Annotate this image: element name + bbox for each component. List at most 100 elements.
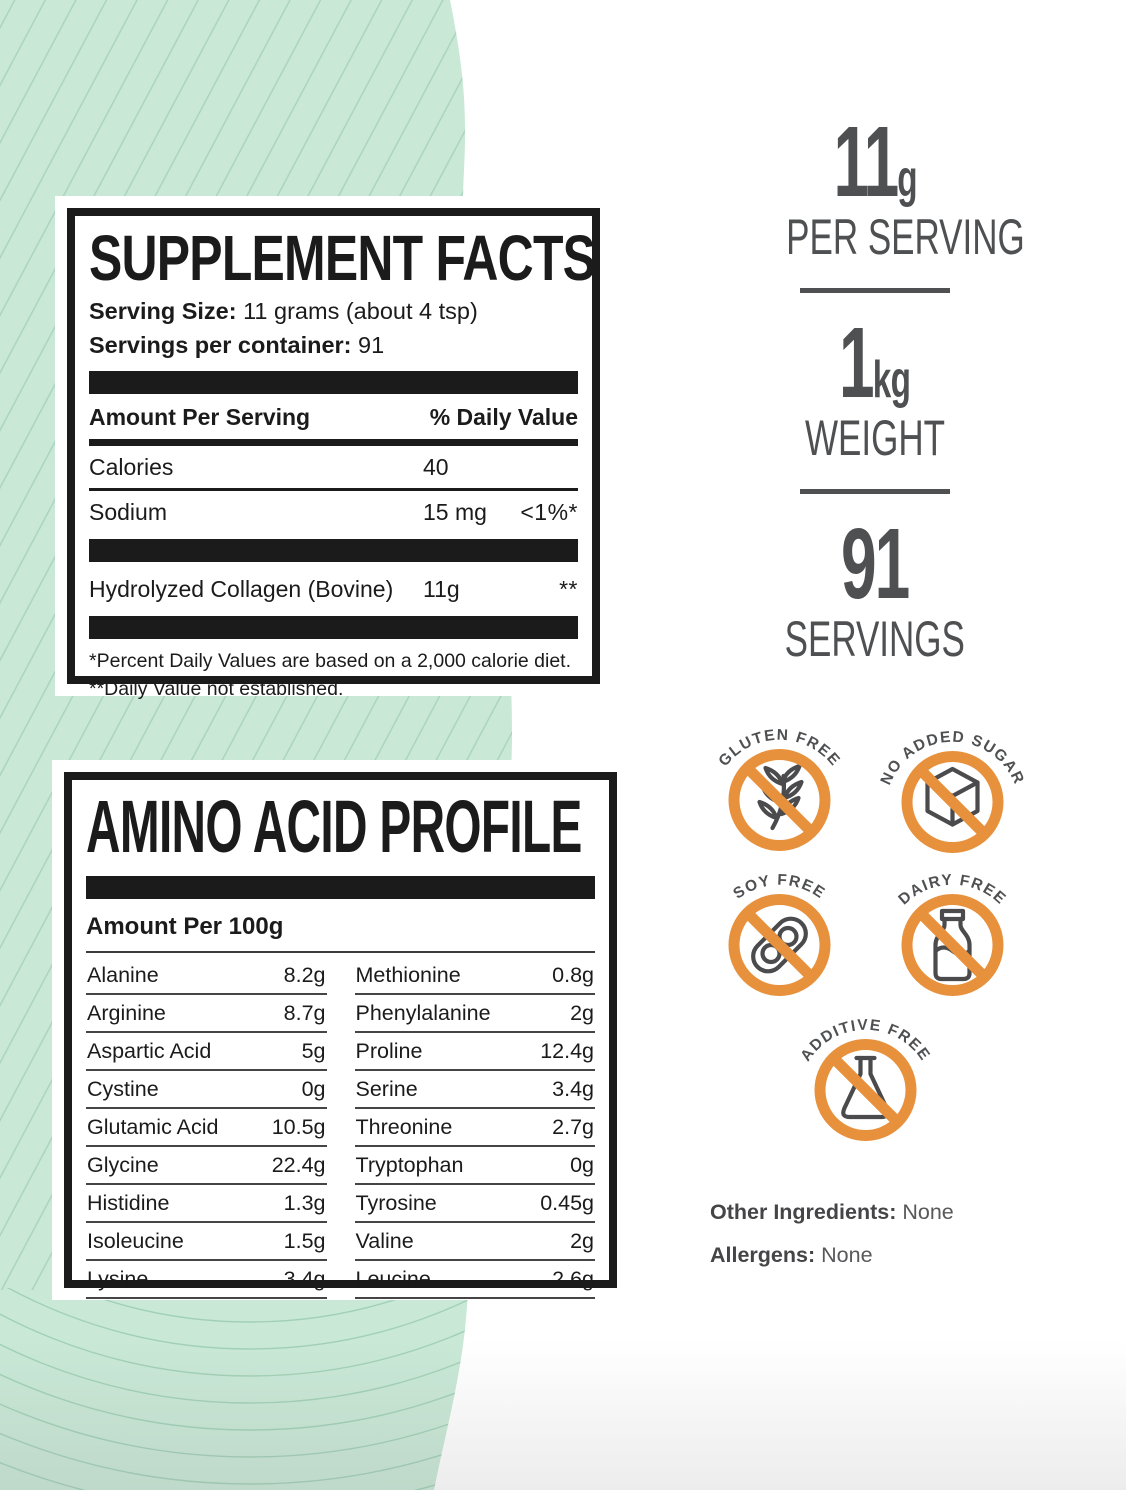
badge-no-added-sugar: NO ADDED SUGAR	[877, 729, 1026, 853]
amino-name: Serine	[355, 1077, 418, 1101]
badge-additive-free: ADDITIVE FREE	[797, 1017, 932, 1141]
amino-value: 8.7g	[283, 1001, 326, 1025]
amino-name: Proline	[355, 1039, 423, 1063]
amount-per-100g-header: Amount Per 100g	[86, 913, 284, 940]
amino-value: 5g	[301, 1039, 326, 1063]
amino-acid-frame: AMINO ACID PROFILE Amount Per 100g Alani…	[64, 772, 617, 1299]
table-row: Serine 3.4g	[354, 1071, 595, 1109]
no-symbol	[814, 1039, 917, 1141]
amino-acid-table: Alanine 8.2g Arginine 8.7g Aspartic Acid 5g…	[86, 957, 595, 1299]
stat-label: WEIGHT	[804, 410, 945, 466]
table-row: Threonine 2.7g	[354, 1109, 595, 1147]
divider-bar	[89, 538, 578, 562]
table-row: Methionine 0.8g	[354, 957, 595, 995]
serving-size-label: Serving Size:	[89, 298, 237, 324]
subtitle-rule	[86, 951, 595, 953]
amino-acid-profile-panel: AMINO ACID PROFILE Amount Per 100g Alani…	[52, 760, 629, 1300]
badge-gluten-free: GLUTEN FREE	[715, 727, 843, 851]
table-row: Glycine 22.4g	[86, 1147, 327, 1185]
amino-value: 0.8g	[552, 963, 594, 987]
amino-value: 1.3g	[283, 1191, 326, 1215]
nutrient-dv: **	[559, 575, 578, 602]
other-ingredients-label: Other Ingredients:	[710, 1200, 897, 1224]
stat-servings: 91 SERVINGS	[735, 508, 1015, 667]
no-symbol	[901, 751, 1004, 853]
amino-name: Lysine	[87, 1267, 149, 1291]
stat-per-serving: 11g PER SERVING	[735, 106, 1025, 262]
amino-value: 0g	[570, 1153, 594, 1177]
stat-value: 91	[841, 508, 910, 620]
no-symbol	[728, 894, 831, 996]
amino-value: 2.7g	[552, 1115, 594, 1139]
table-row: Histidine 1.3g	[86, 1185, 327, 1223]
header-rule	[89, 439, 578, 446]
allergens-value: None	[821, 1243, 873, 1267]
stat-label: SERVINGS	[784, 611, 966, 667]
stat-value: 1kg	[839, 307, 911, 419]
amino-value: 0g	[301, 1077, 326, 1101]
amino-value: 22.4g	[271, 1153, 326, 1177]
supplement-facts-frame: SUPPLEMENT FACTS Serving Size: 11 grams …	[67, 208, 600, 700]
other-ingredients-line: Other Ingredients: None	[710, 1200, 954, 1225]
table-row-collagen: Hydrolyzed Collagen (Bovine) 11g **	[89, 568, 578, 610]
nutrient-name: Calories	[89, 454, 174, 480]
amino-value: 10.5g	[271, 1115, 326, 1139]
other-info-block: Other Ingredients: None Allergens: None	[710, 1200, 954, 1286]
other-ingredients-value: None	[902, 1200, 954, 1224]
badge-soy-free: SOY FREE	[728, 872, 831, 996]
footnote-not-established: **Daily Value not established.	[89, 677, 344, 700]
nutrient-dv: <1%*	[520, 498, 578, 525]
serving-size-value: 11 grams (about 4 tsp)	[243, 298, 478, 324]
no-symbol	[728, 749, 831, 851]
servings-label: Servings per container:	[89, 332, 352, 358]
amino-name: Alanine	[87, 963, 159, 987]
amino-column-right: Methionine 0.8g Phenylalanine 2g Proline 12…	[354, 957, 595, 1299]
table-row: Isoleucine 1.5g	[86, 1223, 327, 1261]
amino-value: 2g	[570, 1001, 594, 1025]
amino-name: Arginine	[87, 1001, 166, 1025]
divider-bar	[86, 876, 595, 899]
key-stats-column: 11g PER SERVING 1kg WEIGHT 91 SERVINGS	[735, 106, 1025, 667]
table-row: Tryptophan 0g	[354, 1147, 595, 1185]
amino-name: Leucine	[355, 1267, 431, 1291]
stat-divider	[800, 288, 950, 293]
amino-name: Glutamic Acid	[87, 1115, 219, 1139]
supplement-facts-title: SUPPLEMENT FACTS	[89, 222, 596, 294]
amino-value: 1.5g	[283, 1229, 326, 1253]
table-row: Cystine 0g	[86, 1071, 327, 1109]
amino-column-left: Alanine 8.2g Arginine 8.7g Aspartic Acid 5g…	[86, 957, 327, 1299]
table-header: Amount Per Serving % Daily Value	[89, 404, 578, 431]
table-row: Alanine 8.2g	[86, 957, 327, 995]
amino-value: 3.4g	[283, 1267, 326, 1291]
table-row: Tyrosine 0.45g	[354, 1185, 595, 1223]
divider-bar	[89, 615, 578, 639]
table-row: Leucine 2.6g	[354, 1261, 595, 1299]
table-row-sodium: Sodium 15 mg <1%*	[89, 491, 578, 533]
stat-weight: 1kg WEIGHT	[735, 307, 1015, 466]
divider-bar	[89, 371, 578, 394]
amino-name: Threonine	[355, 1115, 453, 1139]
svg-text:GLUTEN FREE: GLUTEN FREE	[715, 727, 843, 770]
allergens-line: Allergens: None	[710, 1243, 954, 1268]
row-rule	[89, 488, 578, 491]
table-row: Lysine 3.4g	[86, 1261, 327, 1299]
table-row: Arginine 8.7g	[86, 995, 327, 1033]
stat-value: 11g	[833, 106, 917, 218]
nutrient-amount: 40	[423, 454, 449, 480]
servings-per-container-line: Servings per container: 91	[89, 332, 578, 359]
allergens-label: Allergens:	[710, 1243, 816, 1267]
nutrient-amount: 15 mg	[423, 498, 487, 525]
footnote-daily-values: *Percent Daily Values are based on a 2,0…	[89, 649, 572, 672]
amino-value: 12.4g	[540, 1039, 594, 1063]
amino-name: Phenylalanine	[355, 1001, 491, 1025]
amino-value: 3.4g	[552, 1077, 594, 1101]
nutrient-name: Sodium	[89, 498, 167, 525]
amount-per-serving-header: Amount Per Serving	[89, 404, 311, 430]
table-row: Valine 2g	[354, 1223, 595, 1261]
amino-name: Tryptophan	[355, 1153, 464, 1177]
serving-size-line: Serving Size: 11 grams (about 4 tsp)	[89, 298, 578, 325]
nutrient-name: Hydrolyzed Collagen (Bovine)	[89, 575, 394, 602]
amino-value: 8.2g	[283, 963, 326, 987]
amino-name: Valine	[355, 1229, 414, 1253]
amino-name: Methionine	[355, 963, 461, 987]
